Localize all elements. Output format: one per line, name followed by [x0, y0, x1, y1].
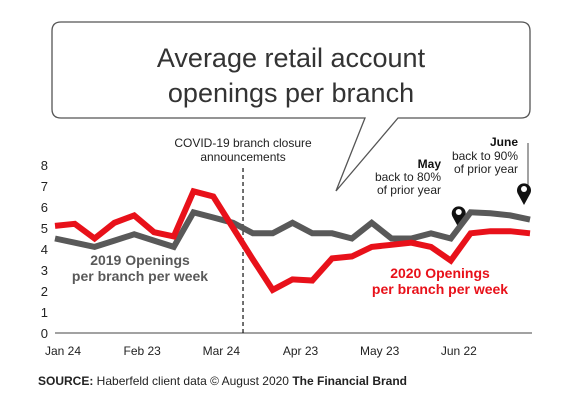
- y-tick-label: 4: [41, 242, 48, 257]
- series-2019-line: [54, 208, 531, 251]
- chart-title-line: openings per branch: [168, 78, 414, 108]
- june-pin-icon-body: [517, 183, 531, 205]
- y-tick-label: 7: [41, 179, 48, 194]
- may-annotation-title: May: [418, 157, 442, 171]
- covid-annotation-text: COVID-19 branch closure: [174, 136, 312, 150]
- june-annotation-text: back to 90%: [452, 149, 518, 163]
- y-tick-label: 8: [41, 158, 48, 173]
- june-pin-icon: [517, 183, 531, 205]
- series-2019-label: per branch per week: [72, 268, 208, 284]
- may-pin-icon-dot: [455, 209, 462, 215]
- may-annotation-text: of prior year: [377, 183, 441, 197]
- x-tick-label: Apr 23: [283, 344, 319, 358]
- covid-annotation-text: announcements: [200, 150, 285, 164]
- chart: Average retail account openings per branc…: [41, 21, 532, 358]
- title-callout: Average retail account openings per branc…: [51, 21, 531, 192]
- title-bubble: [51, 21, 531, 192]
- brand-name: The Financial Brand: [292, 374, 408, 388]
- y-tick-label: 3: [41, 263, 48, 278]
- source-text: Haberfeld client data © August 2020: [93, 374, 293, 388]
- y-tick-label: 2: [41, 284, 48, 299]
- june-annotation-text: of prior year: [454, 162, 518, 176]
- y-tick-label: 1: [41, 305, 48, 320]
- may-annotation-text: back to 80%: [375, 170, 441, 184]
- june-pin-icon-dot: [521, 186, 527, 192]
- x-tick-label: Feb 23: [123, 344, 161, 358]
- x-tick-label: Jan 24: [45, 344, 81, 358]
- chart-title-line: Average retail account: [157, 43, 426, 73]
- source-footer: SOURCE: Haberfeld client data © August 2…: [38, 374, 407, 388]
- y-tick-label: 0: [41, 326, 48, 341]
- series-2020-line: [54, 187, 531, 294]
- series-2019-label: 2019 Openings: [90, 252, 190, 268]
- june-annotation-title: June: [490, 135, 518, 149]
- series-2020-label: per branch per week: [372, 281, 508, 297]
- source-label: SOURCE:: [38, 374, 94, 388]
- x-tick-label: Mar 24: [203, 344, 241, 358]
- x-tick-label: May 23: [360, 344, 400, 358]
- may-pin-icon: [451, 206, 466, 228]
- axes: 0 1 2 3 4 5 6 7 8 Jan 24 Feb 23 Mar 24 Apr 23 May 23 J…: [41, 158, 532, 358]
- may-pin-icon-body: [451, 206, 466, 228]
- series-2020-label: 2020 Openings: [390, 265, 490, 281]
- y-tick-label: 5: [41, 221, 48, 236]
- y-tick-label: 6: [41, 200, 48, 215]
- x-tick-label: Jun 22: [441, 344, 477, 358]
